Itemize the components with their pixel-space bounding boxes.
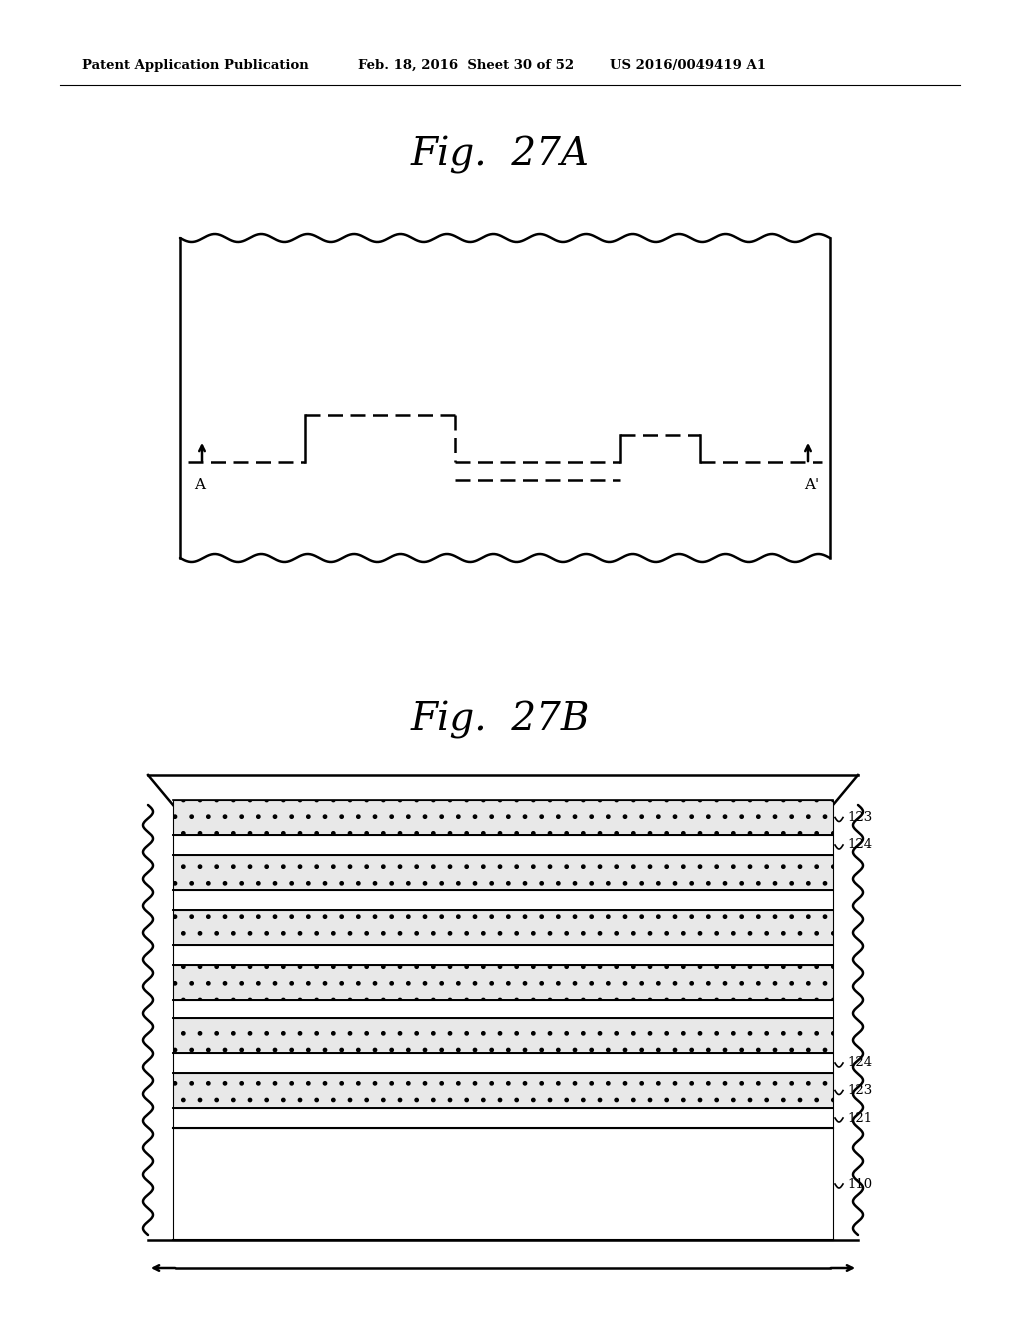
Text: 110: 110 xyxy=(847,1177,872,1191)
Text: 123: 123 xyxy=(847,810,872,824)
Bar xyxy=(173,800,833,836)
Bar xyxy=(173,1018,833,1053)
Bar xyxy=(173,1129,833,1239)
Text: 124: 124 xyxy=(847,1056,872,1069)
Text: US 2016/0049419 A1: US 2016/0049419 A1 xyxy=(610,58,766,71)
Bar xyxy=(173,855,833,890)
Bar xyxy=(173,945,833,965)
Bar xyxy=(173,1001,833,1018)
Text: Feb. 18, 2016  Sheet 30 of 52: Feb. 18, 2016 Sheet 30 of 52 xyxy=(358,58,574,71)
Text: A: A xyxy=(195,478,206,492)
Bar xyxy=(173,965,833,1001)
Bar xyxy=(173,890,833,909)
Text: 124: 124 xyxy=(847,838,872,851)
Text: Patent Application Publication: Patent Application Publication xyxy=(82,58,309,71)
Text: 121: 121 xyxy=(847,1111,872,1125)
Text: Fig.  27B: Fig. 27B xyxy=(411,701,590,739)
Bar xyxy=(173,1073,833,1107)
Bar xyxy=(173,836,833,855)
Text: Fig.  27A: Fig. 27A xyxy=(411,136,590,174)
Text: A': A' xyxy=(805,478,819,492)
Text: 123: 123 xyxy=(847,1084,872,1097)
Bar xyxy=(173,909,833,945)
Bar xyxy=(173,1053,833,1073)
Bar xyxy=(173,1107,833,1129)
